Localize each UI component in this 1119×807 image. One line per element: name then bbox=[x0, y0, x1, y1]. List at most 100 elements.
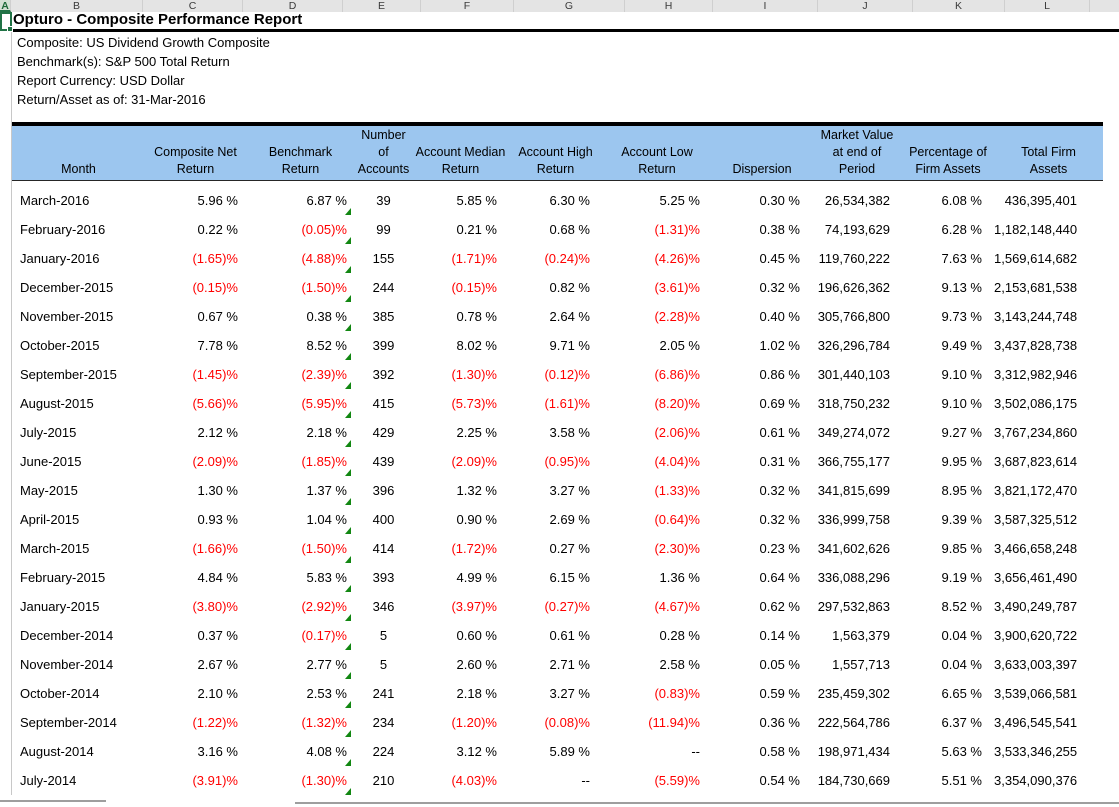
cell-benchmark-return[interactable]: 2.77 % bbox=[246, 650, 355, 679]
cell-total-firm-assets[interactable]: 3,312,982,946 bbox=[994, 367, 1078, 382]
cell-month[interactable]: December-2014 bbox=[20, 628, 114, 643]
cell-month[interactable]: March-2016 bbox=[20, 193, 90, 208]
cell-composite-net-return[interactable]: (1.45)% bbox=[192, 367, 238, 382]
cell-account-median-return[interactable]: (1.20)% bbox=[451, 715, 497, 730]
cell-account-low-return[interactable]: (4.67)% bbox=[654, 599, 700, 614]
column-letter[interactable]: B bbox=[11, 0, 143, 12]
cell-benchmark-return[interactable]: 5.83 % bbox=[246, 563, 355, 592]
cell-pct-firm-assets[interactable]: 9.27 % bbox=[941, 425, 982, 440]
column-letter[interactable]: I bbox=[713, 0, 818, 12]
column-letter[interactable]: D bbox=[243, 0, 343, 12]
header-composite-net-return[interactable]: Composite Net Return bbox=[145, 126, 246, 180]
cell-number-of-accounts[interactable]: 155 bbox=[372, 251, 395, 266]
cell-market-value[interactable]: 1,563,379 bbox=[832, 628, 890, 643]
cell-account-median-return[interactable]: 0.78 % bbox=[456, 309, 497, 324]
column-letter[interactable]: A bbox=[0, 0, 11, 12]
cell-pct-firm-assets[interactable]: 9.10 % bbox=[941, 367, 982, 382]
cell-number-of-accounts[interactable]: 5 bbox=[379, 657, 388, 672]
cell-dispersion[interactable]: 0.64 % bbox=[759, 570, 800, 585]
cell-account-median-return[interactable]: 0.90 % bbox=[456, 512, 497, 527]
cell-composite-net-return[interactable]: (1.65)% bbox=[192, 251, 238, 266]
cell-market-value[interactable]: 198,971,434 bbox=[817, 744, 890, 759]
cell-market-value[interactable]: 235,459,302 bbox=[817, 686, 890, 701]
cell-market-value[interactable]: 74,193,629 bbox=[824, 222, 890, 237]
cell-pct-firm-assets[interactable]: 5.63 % bbox=[941, 744, 982, 759]
cell-total-firm-assets[interactable]: 3,533,346,255 bbox=[994, 744, 1078, 759]
cell-pct-firm-assets[interactable]: 9.19 % bbox=[941, 570, 982, 585]
cell-number-of-accounts[interactable]: 414 bbox=[372, 541, 395, 556]
cell-account-median-return[interactable]: (1.72)% bbox=[451, 541, 497, 556]
cell-number-of-accounts[interactable]: 415 bbox=[372, 396, 395, 411]
cell-market-value[interactable]: 301,440,103 bbox=[817, 367, 890, 382]
cell-account-high-return[interactable]: 2.69 % bbox=[549, 512, 590, 527]
cell-pct-firm-assets[interactable]: 7.63 % bbox=[941, 251, 982, 266]
cell-pct-firm-assets[interactable]: 9.10 % bbox=[941, 396, 982, 411]
cell-market-value[interactable]: 336,999,758 bbox=[817, 512, 890, 527]
cell-month[interactable]: January-2015 bbox=[20, 599, 100, 614]
cell-account-low-return[interactable]: (1.33)% bbox=[654, 483, 700, 498]
cell-pct-firm-assets[interactable]: 9.39 % bbox=[941, 512, 982, 527]
cell-account-median-return[interactable]: 0.21 % bbox=[456, 222, 497, 237]
cell-account-low-return[interactable]: (1.31)% bbox=[654, 222, 700, 237]
cell-benchmark-return[interactable]: (5.95)% bbox=[246, 389, 355, 418]
cell-composite-net-return[interactable]: 1.30 % bbox=[197, 483, 238, 498]
cell-account-median-return[interactable]: 2.18 % bbox=[456, 686, 497, 701]
cell-pct-firm-assets[interactable]: 6.28 % bbox=[941, 222, 982, 237]
cell-total-firm-assets[interactable]: 3,466,658,248 bbox=[994, 541, 1078, 556]
cell-benchmark-return[interactable]: 4.08 % bbox=[246, 737, 355, 766]
header-account-high-return[interactable]: Account High Return bbox=[509, 126, 602, 180]
cell-month[interactable]: July-2014 bbox=[20, 773, 77, 788]
cell-composite-net-return[interactable]: 5.96 % bbox=[197, 193, 238, 208]
column-letter[interactable]: C bbox=[143, 0, 243, 12]
cell-composite-net-return[interactable]: (1.22)% bbox=[192, 715, 238, 730]
header-account-low-return[interactable]: Account Low Return bbox=[602, 126, 712, 180]
cell-number-of-accounts[interactable]: 400 bbox=[372, 512, 395, 527]
cell-month[interactable]: June-2015 bbox=[20, 454, 82, 469]
cell-account-high-return[interactable]: 0.61 % bbox=[549, 628, 590, 643]
cell-market-value[interactable]: 222,564,786 bbox=[817, 715, 890, 730]
header-pct-firm-assets[interactable]: Percentage of Firm Assets bbox=[902, 126, 994, 180]
cell-number-of-accounts[interactable]: 224 bbox=[372, 744, 395, 759]
cell-account-median-return[interactable]: (2.09)% bbox=[451, 454, 497, 469]
cell-total-firm-assets[interactable]: 3,502,086,175 bbox=[994, 396, 1078, 411]
cell-number-of-accounts[interactable]: 5 bbox=[379, 628, 388, 643]
cell-total-firm-assets[interactable]: 3,687,823,614 bbox=[994, 454, 1078, 469]
cell-market-value[interactable]: 341,602,626 bbox=[817, 541, 890, 556]
cell-dispersion[interactable]: 0.32 % bbox=[759, 280, 800, 295]
cell-benchmark-return[interactable]: (2.39)% bbox=[246, 360, 355, 389]
cell-month[interactable]: July-2015 bbox=[20, 425, 77, 440]
cell-composite-net-return[interactable]: 2.10 % bbox=[197, 686, 238, 701]
cell-account-high-return[interactable]: 0.82 % bbox=[549, 280, 590, 295]
cell-account-low-return[interactable]: (2.28)% bbox=[654, 309, 700, 324]
cell-account-low-return[interactable]: 0.28 % bbox=[659, 628, 700, 643]
cell-benchmark-return[interactable]: 8.52 % bbox=[246, 331, 355, 360]
column-letter[interactable]: H bbox=[625, 0, 713, 12]
cell-market-value[interactable]: 336,088,296 bbox=[817, 570, 890, 585]
cell-composite-net-return[interactable]: 0.37 % bbox=[197, 628, 238, 643]
cell-dispersion[interactable]: 0.14 % bbox=[759, 628, 800, 643]
cell-dispersion[interactable]: 0.38 % bbox=[759, 222, 800, 237]
cell-month[interactable]: August-2015 bbox=[20, 396, 94, 411]
cell-dispersion[interactable]: 0.58 % bbox=[759, 744, 800, 759]
cell-dispersion[interactable]: 0.40 % bbox=[759, 309, 800, 324]
cell-number-of-accounts[interactable]: 385 bbox=[372, 309, 395, 324]
cell-total-firm-assets[interactable]: 1,569,614,682 bbox=[994, 251, 1078, 266]
cell-account-low-return[interactable]: 2.05 % bbox=[659, 338, 700, 353]
cell-pct-firm-assets[interactable]: 6.37 % bbox=[941, 715, 982, 730]
cell-composite-net-return[interactable]: 2.12 % bbox=[197, 425, 238, 440]
header-benchmark-return[interactable]: Benchmark Return bbox=[246, 126, 355, 180]
cell-total-firm-assets[interactable]: 3,900,620,722 bbox=[994, 628, 1078, 643]
cell-account-low-return[interactable]: (2.30)% bbox=[654, 541, 700, 556]
cell-total-firm-assets[interactable]: 2,153,681,538 bbox=[994, 280, 1078, 295]
cell-number-of-accounts[interactable]: 392 bbox=[372, 367, 395, 382]
cell-dispersion[interactable]: 0.32 % bbox=[759, 483, 800, 498]
cell-composite-net-return[interactable]: (2.09)% bbox=[192, 454, 238, 469]
cell-account-median-return[interactable]: (1.30)% bbox=[451, 367, 497, 382]
cell-account-low-return[interactable]: (11.94)% bbox=[648, 715, 700, 730]
cell-number-of-accounts[interactable]: 399 bbox=[372, 338, 395, 353]
cell-month[interactable]: August-2014 bbox=[20, 744, 94, 759]
cell-total-firm-assets[interactable]: 3,354,090,376 bbox=[994, 773, 1078, 788]
cell-pct-firm-assets[interactable]: 9.73 % bbox=[941, 309, 982, 324]
cell-market-value[interactable]: 1,557,713 bbox=[832, 657, 890, 672]
cell-total-firm-assets[interactable]: 1,182,148,440 bbox=[994, 222, 1078, 237]
